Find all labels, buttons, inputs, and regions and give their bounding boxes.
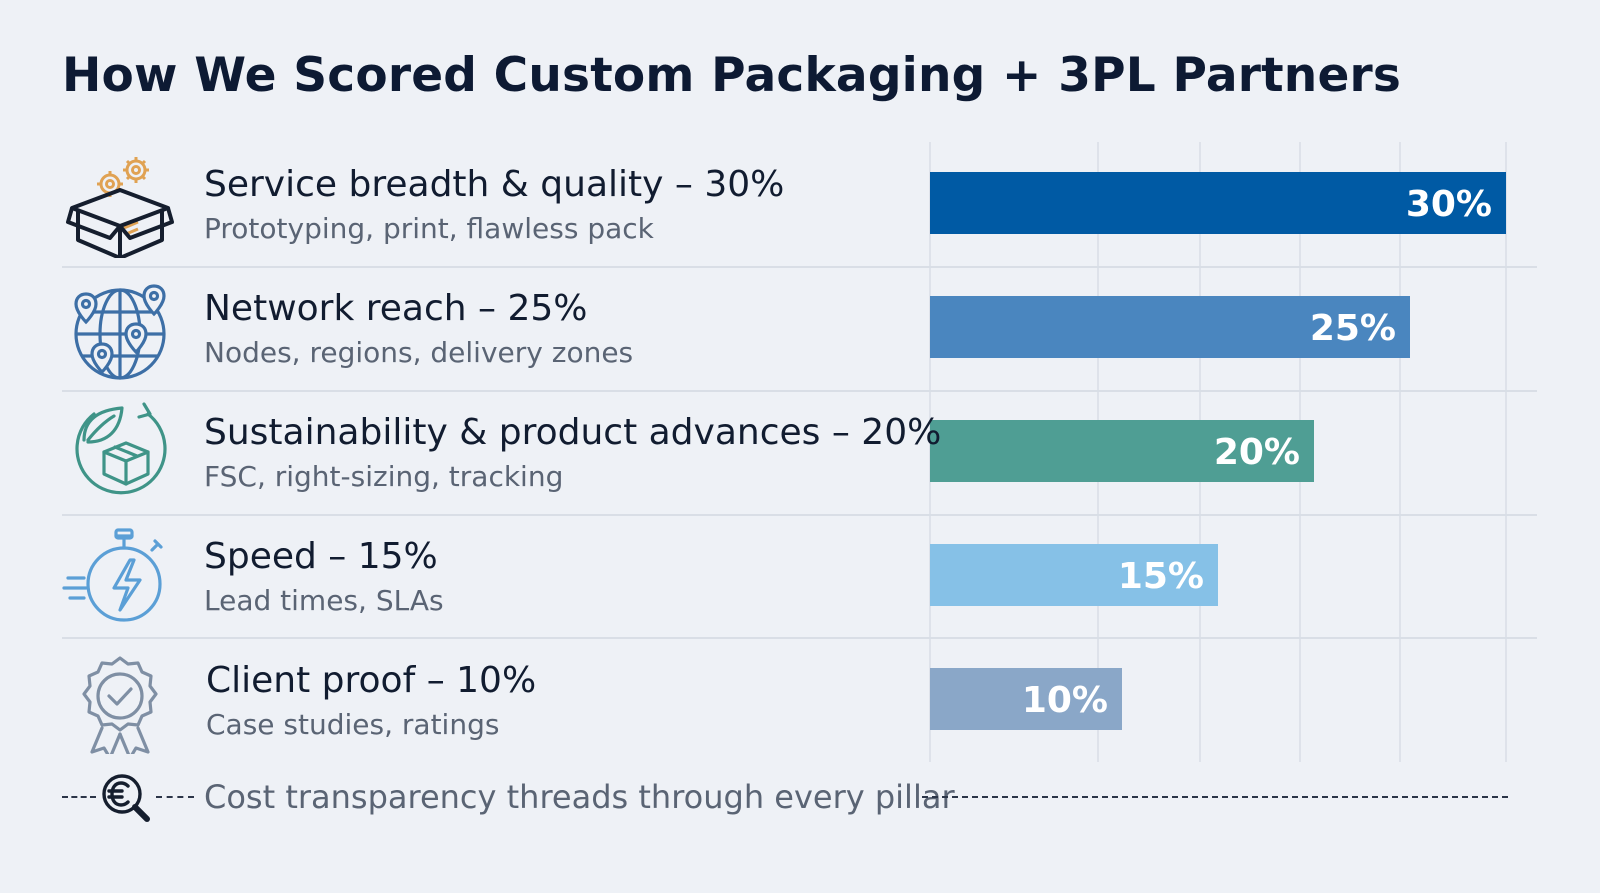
bar-4: [930, 544, 1218, 606]
criterion-row: Sustainability & product advances – 20% …: [62, 390, 942, 514]
criterion-row: Speed – 15% Lead times, SLAs: [62, 514, 942, 638]
open-box-gears-icon: [62, 148, 178, 258]
criterion-row: Service breadth & quality – 30% Prototyp…: [62, 142, 942, 266]
bar-1: [930, 172, 1506, 234]
criterion-label: Client proof – 10%: [206, 660, 537, 701]
footer-note-line: Cost transparency threads through every …: [62, 770, 1540, 826]
bar-3: [930, 420, 1314, 482]
row-divider: [62, 390, 1537, 392]
euro-magnifier-icon: [98, 770, 156, 828]
dashed-rule: [156, 796, 194, 798]
row-divider: [62, 266, 1537, 268]
row-divider: [62, 514, 1537, 516]
criterion-description: Nodes, regions, delivery zones: [204, 336, 634, 369]
dashed-rule: [62, 796, 96, 798]
criterion-row: Network reach – 25% Nodes, regions, deli…: [62, 266, 942, 390]
criterion-label: Speed – 15%: [204, 536, 438, 577]
page-title: How We Scored Custom Packaging + 3PL Par…: [62, 48, 1402, 103]
footer-note: Cost transparency threads through every …: [204, 778, 955, 816]
stopwatch-bolt-icon: [62, 520, 178, 630]
dashed-rule: [922, 796, 1508, 798]
criterion-row: Client proof – 10% Case studies, ratings: [62, 638, 942, 762]
row-divider: [62, 637, 1537, 639]
bar-2: [930, 296, 1410, 358]
criterion-description: Lead times, SLAs: [204, 584, 444, 617]
bar-5: [930, 668, 1122, 730]
globe-pins-icon: [62, 272, 178, 382]
award-badge-icon: [62, 644, 178, 754]
criterion-description: Case studies, ratings: [206, 708, 500, 741]
leaf-recycle-box-icon: [62, 396, 178, 506]
criterion-label: Sustainability & product advances – 20%: [204, 412, 942, 453]
criterion-description: Prototyping, print, flawless pack: [204, 212, 654, 245]
criterion-description: FSC, right-sizing, tracking: [204, 460, 564, 493]
criterion-label: Service breadth & quality – 30%: [204, 164, 785, 205]
criterion-label: Network reach – 25%: [204, 288, 588, 329]
